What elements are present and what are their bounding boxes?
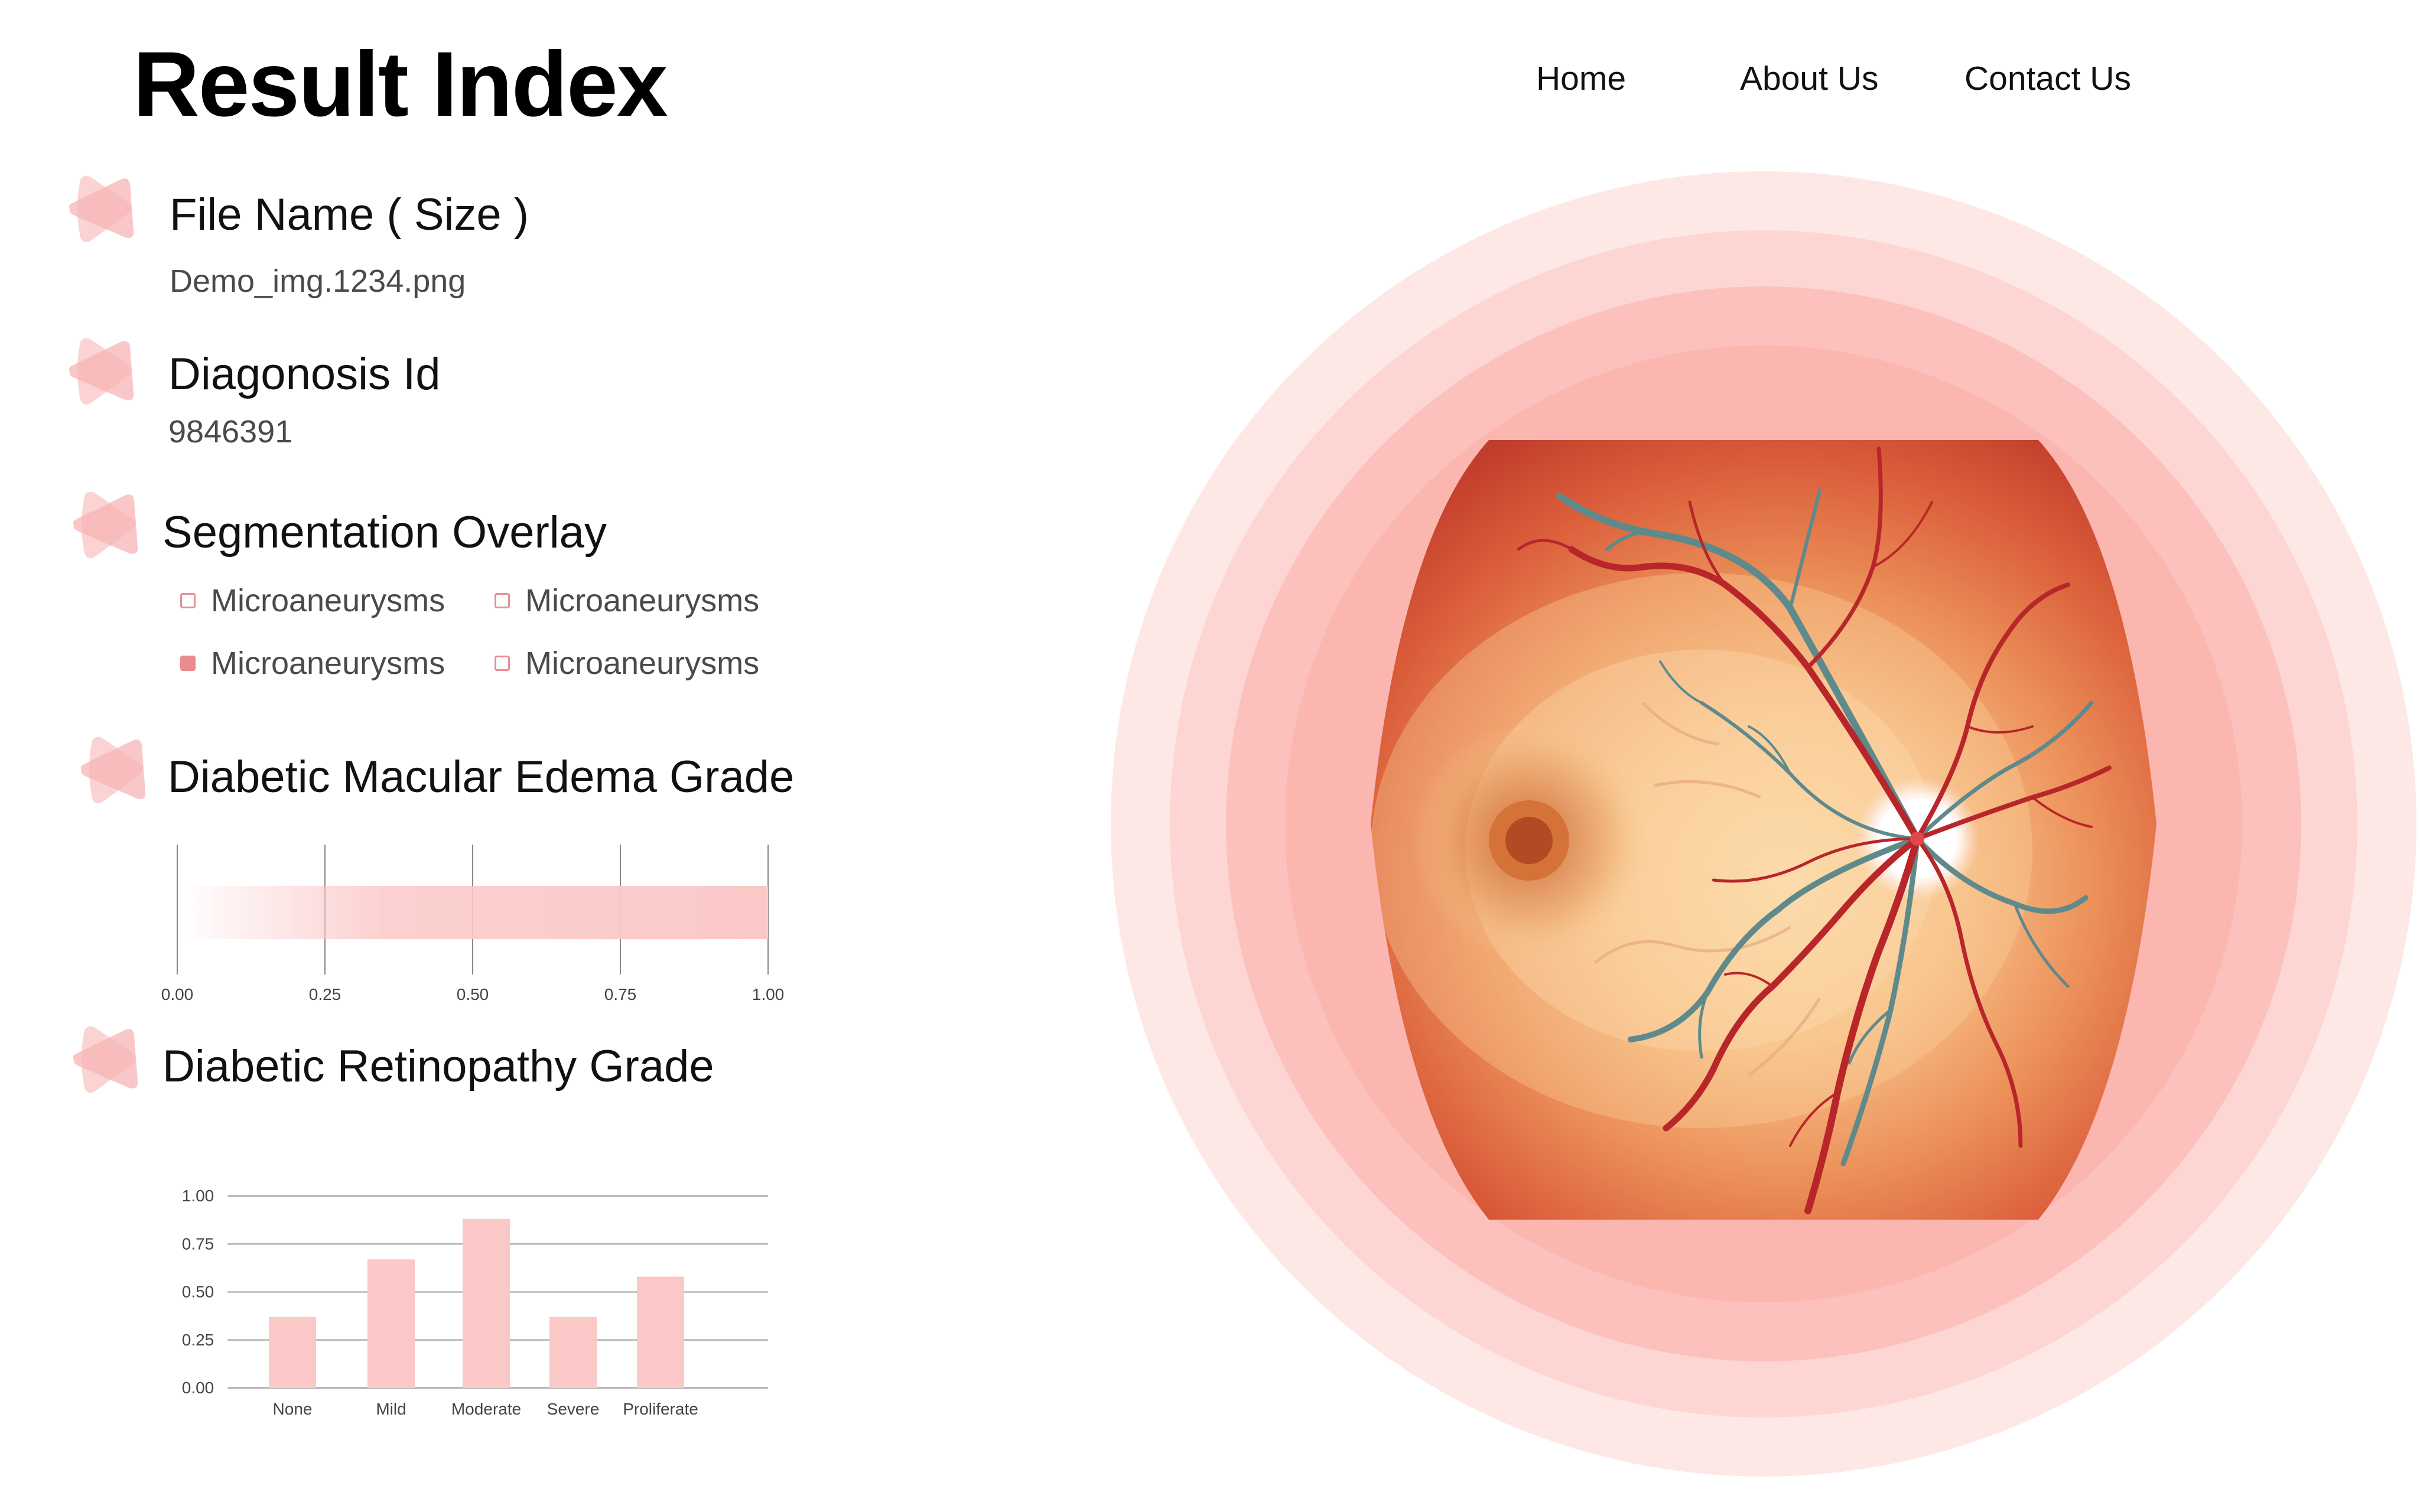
triangle-blob-icon [73, 1026, 138, 1093]
chart-bar [367, 1259, 415, 1388]
diagnosis-id-label: Diagonosis Id [168, 349, 441, 399]
x-tick-label: None [273, 1400, 313, 1418]
checkbox[interactable] [495, 656, 510, 671]
chart-bar [463, 1219, 510, 1388]
x-tick-label: Mild [376, 1400, 406, 1418]
triangle-blob-icon [69, 175, 134, 243]
macular-edema-label: Diabetic Macular Edema Grade [168, 752, 795, 802]
nav-contact-us[interactable]: Contact Us [1964, 60, 2131, 97]
segmentation-option[interactable]: Microaneurysms [180, 643, 445, 684]
x-tick-label: Proliferate [623, 1400, 698, 1418]
diagnosis-id-value: 9846391 [168, 414, 293, 449]
checkbox[interactable] [180, 593, 196, 608]
x-tick-label: Moderate [451, 1400, 521, 1418]
file-name-label: File Name ( Size ) [170, 190, 529, 240]
nav-about-us[interactable]: About Us [1740, 60, 1879, 97]
nav-home[interactable]: Home [1536, 60, 1627, 97]
chart-bar [637, 1276, 684, 1388]
x-tick-label: 0.00 [161, 985, 194, 1003]
checkbox-checked[interactable] [180, 656, 196, 671]
x-tick-label: 1.00 [752, 985, 785, 1003]
x-tick-label: 0.75 [604, 985, 637, 1003]
page-title: Result Index [133, 33, 668, 136]
triangle-blob-icon [80, 737, 146, 804]
segmentation-option[interactable]: Microaneurysms [495, 580, 759, 621]
segmentation-overlay-label: Segmentation Overlay [162, 507, 607, 558]
y-tick-label: 0.50 [182, 1283, 214, 1301]
file-name-value: Demo_img.1234.png [170, 263, 466, 299]
y-tick-label: 0.25 [182, 1331, 214, 1349]
segmentation-option-label: Microaneurysms [525, 583, 760, 618]
checkbox[interactable] [495, 593, 510, 608]
x-tick-label: Severe [547, 1400, 600, 1418]
macular-edema-chart: 0.00 0.25 0.50 0.75 1.00 [161, 845, 785, 1003]
fundus [1371, 440, 2156, 1220]
triangle-blob-icon [73, 491, 138, 559]
x-tick-label: 0.50 [457, 985, 489, 1003]
segmentation-option[interactable]: Microaneurysms [495, 643, 759, 684]
y-tick-label: 0.00 [182, 1379, 214, 1397]
x-tick-label: 0.25 [309, 985, 341, 1003]
segmentation-option-label: Microaneurysms [211, 583, 445, 618]
chart-bar [549, 1317, 597, 1388]
retinopathy-chart: 0.00 0.25 0.50 0.75 1.00 None Mild Moderate Seve… [182, 1187, 768, 1418]
triangle-blob-icon [69, 338, 134, 405]
segmentation-option-label: Microaneurysms [525, 646, 760, 681]
chart-bar [177, 886, 768, 939]
retinopathy-label: Diabetic Retinopathy Grade [162, 1041, 714, 1091]
y-tick-label: 0.75 [182, 1234, 214, 1253]
retina-fundus-illustration [1111, 171, 2416, 1477]
segmentation-option[interactable]: Microaneurysms [180, 580, 445, 621]
chart-bar [269, 1317, 316, 1388]
y-tick-label: 1.00 [182, 1187, 214, 1205]
segmentation-option-label: Microaneurysms [211, 646, 445, 681]
